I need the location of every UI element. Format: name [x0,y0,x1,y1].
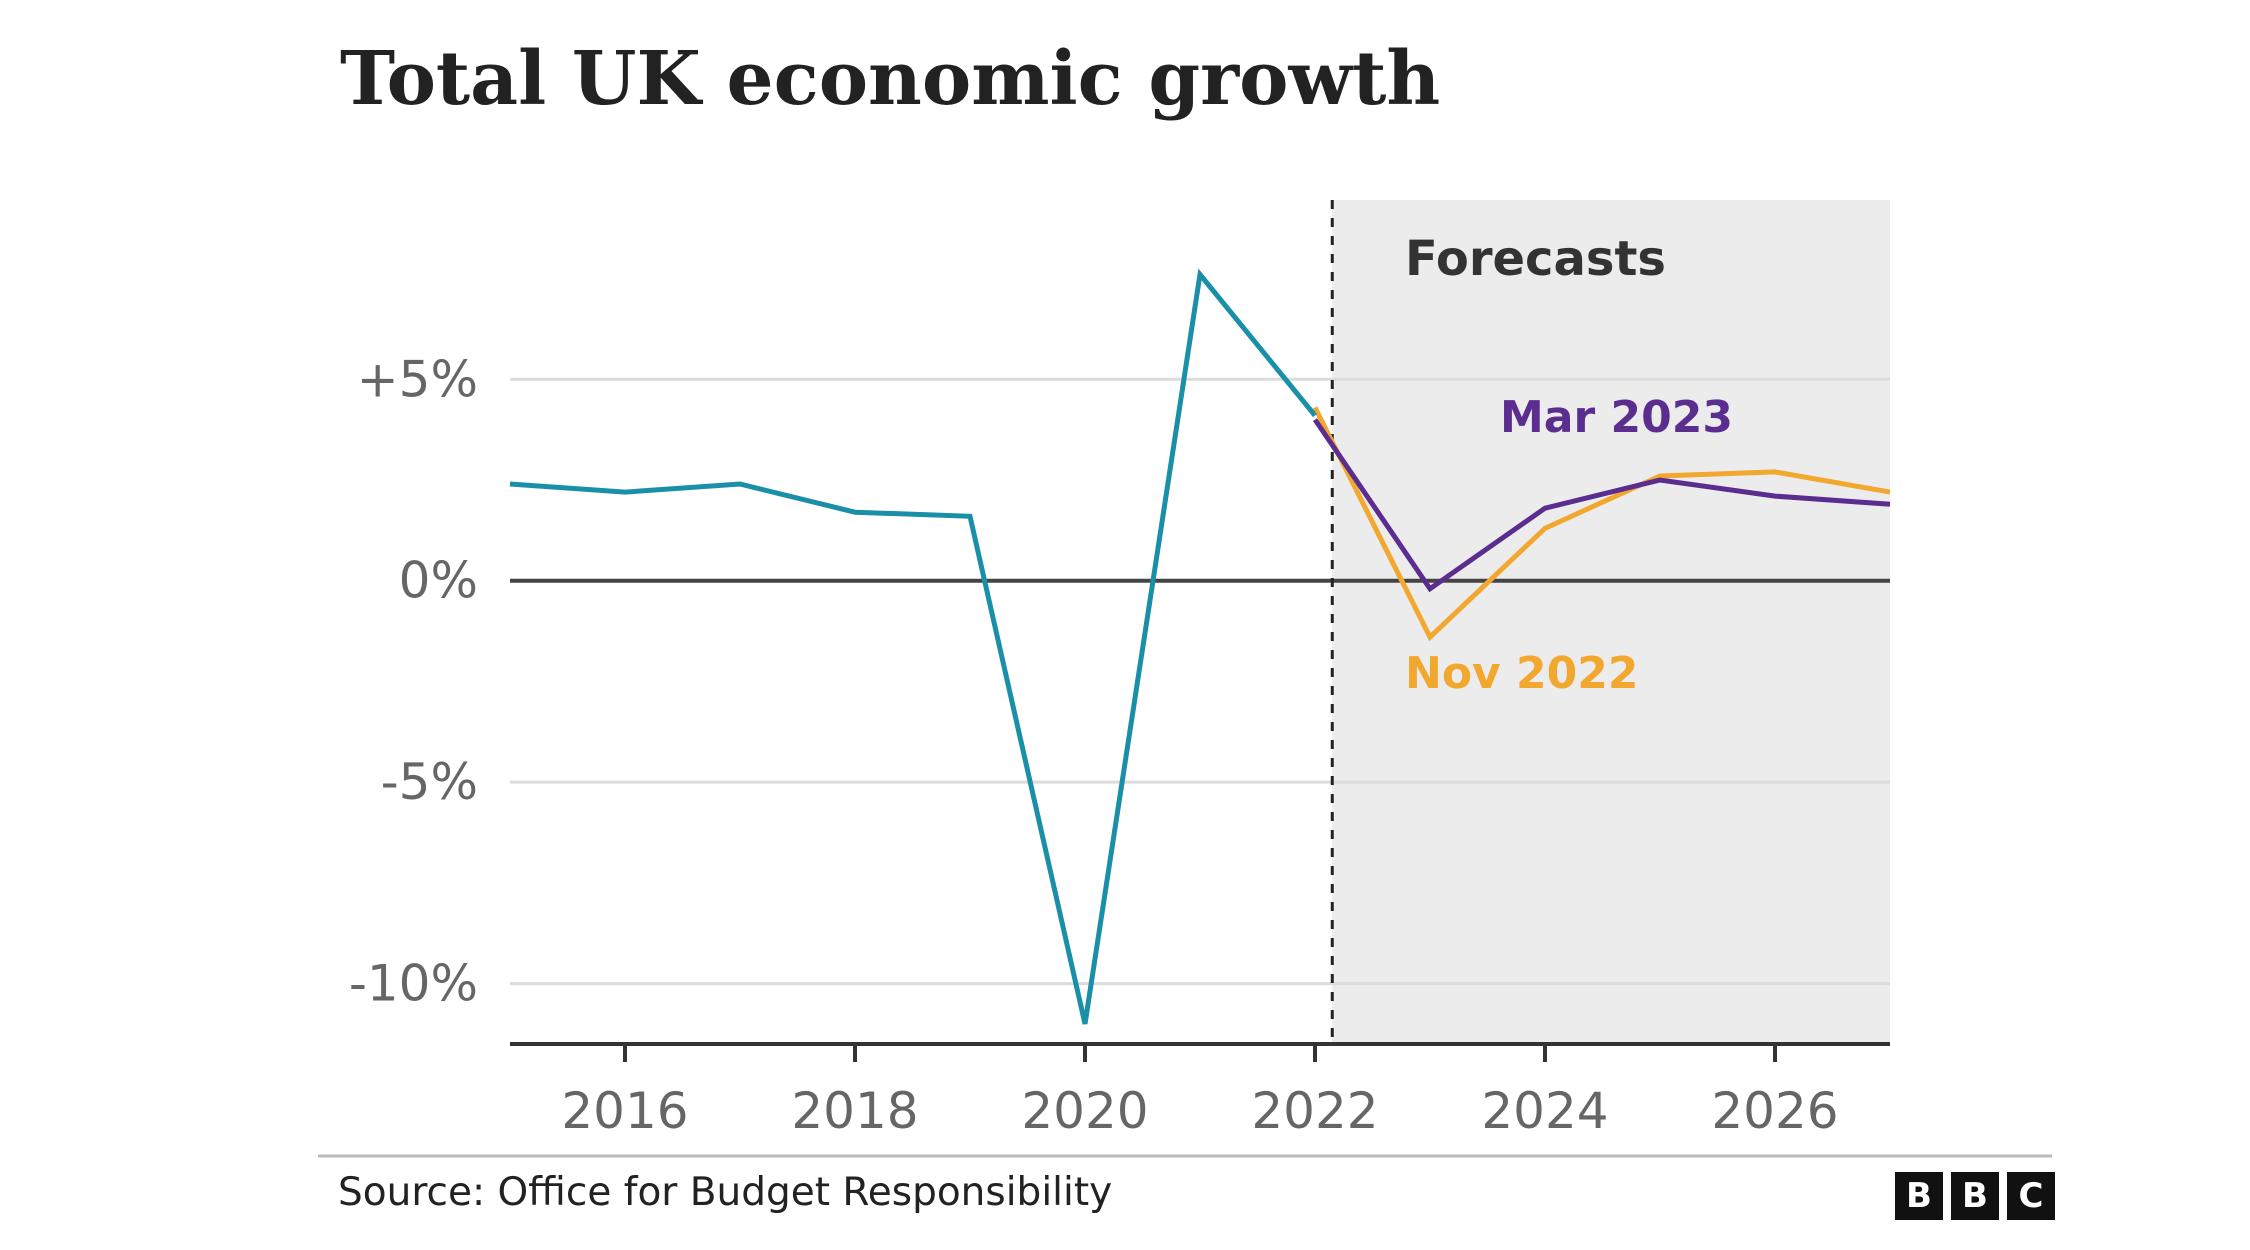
bbc-logo-letter: C [2007,1172,2055,1220]
x-tick-label: 2024 [1481,1082,1608,1140]
x-tick-label: 2018 [791,1082,918,1140]
y-tick-label: -10% [349,955,478,1013]
x-tick-label: 2020 [1021,1082,1148,1140]
y-tick-label: -5% [381,753,478,811]
series-line-nov2022 [1312,406,1891,642]
bbc-logo-letter: B [1895,1172,1943,1220]
x-tick-label: 2022 [1251,1082,1378,1140]
y-tick-label: +5% [357,350,478,408]
series-layer [509,268,1891,1025]
x-tick-label: 2016 [561,1082,688,1140]
grid-layer [510,200,1890,1044]
chart-title: Total UK economic growth [340,36,1441,122]
axis-layer: +5% 0% -5% -10% 2016 2018 2020 2022 2024 2026 [318,350,2052,1158]
series-line-mar2023 [1312,418,1891,593]
bbc-logo: B B C [1895,1172,2055,1220]
y-tick-label: 0% [399,552,478,610]
series-label-nov-2022: Nov 2022 [1405,648,1639,699]
series-line-historic [509,268,1317,1025]
forecast-label: Forecasts [1405,231,1666,287]
source-note: Source: Office for Budget Responsibility [338,1170,1113,1215]
forecast-region [1332,200,1890,1044]
series-label-mar-2023: Mar 2023 [1500,392,1733,443]
forecast-background-layer [1332,200,1890,1044]
x-tick-label: 2026 [1711,1082,1838,1140]
bbc-logo-letter: B [1951,1172,1999,1220]
label-layer: Forecasts Mar 2023 Nov 2022 [1405,231,1733,699]
